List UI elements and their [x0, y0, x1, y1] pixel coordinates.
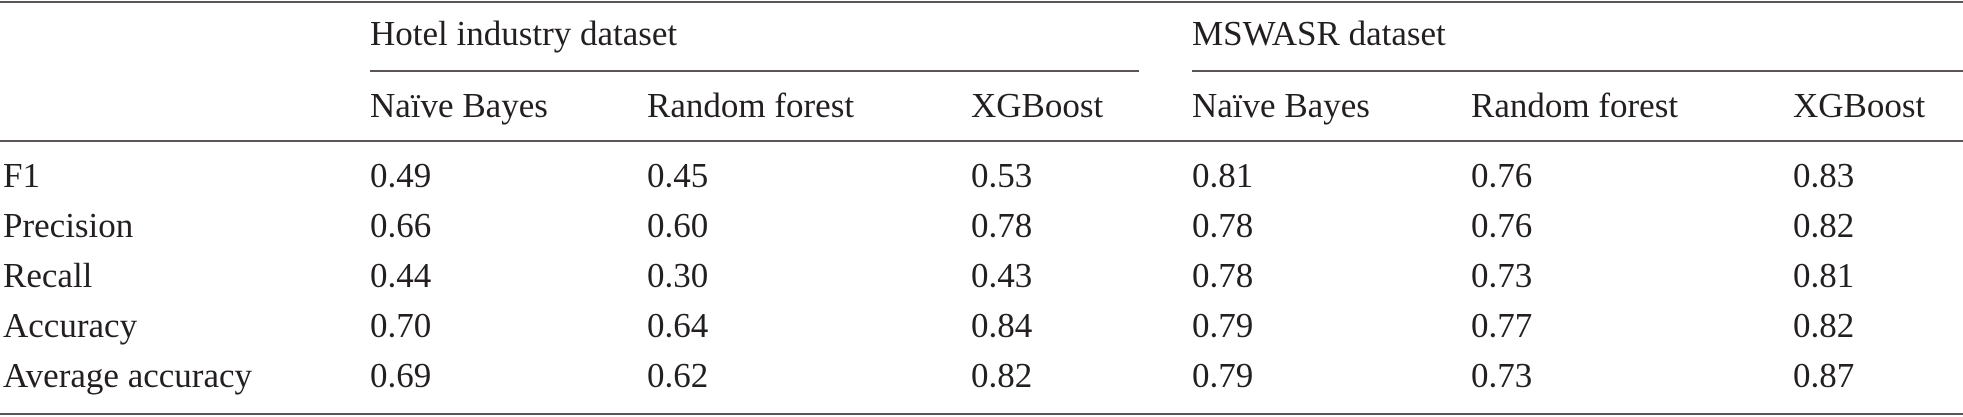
- cell: 0.73: [1471, 256, 1532, 295]
- cell: 0.45: [647, 156, 708, 195]
- cell: 0.49: [370, 156, 431, 195]
- cell: 0.78: [1192, 206, 1253, 245]
- cell: 0.82: [1793, 306, 1854, 345]
- row-label: Accuracy: [3, 306, 138, 345]
- cell: 0.87: [1793, 356, 1854, 395]
- cell: 0.82: [971, 356, 1032, 395]
- column-header: XGBoost: [1793, 86, 1926, 125]
- cell: 0.81: [1192, 156, 1253, 195]
- cell: 0.76: [1471, 156, 1532, 195]
- row-label: Average accuracy: [3, 356, 253, 395]
- cell: 0.43: [971, 256, 1032, 295]
- column-header: Naïve Bayes: [1192, 86, 1370, 125]
- group-header: Hotel industry dataset: [370, 14, 677, 53]
- column-header: Random forest: [1471, 86, 1678, 125]
- cell: 0.62: [647, 356, 708, 395]
- column-header: Random forest: [647, 86, 854, 125]
- cell: 0.78: [971, 206, 1032, 245]
- cell: 0.83: [1793, 156, 1854, 195]
- cell: 0.69: [370, 356, 431, 395]
- row-label: Precision: [3, 206, 133, 245]
- cell: 0.60: [647, 206, 708, 245]
- cell: 0.73: [1471, 356, 1532, 395]
- column-header: Naïve Bayes: [370, 86, 548, 125]
- column-header: XGBoost: [971, 86, 1104, 125]
- cell: 0.81: [1793, 256, 1854, 295]
- cell: 0.70: [370, 306, 431, 345]
- cell: 0.77: [1471, 306, 1532, 345]
- cell: 0.64: [647, 306, 708, 345]
- row-label: Recall: [3, 256, 93, 295]
- cell: 0.66: [370, 206, 431, 245]
- cell: 0.79: [1192, 306, 1253, 345]
- cell: 0.30: [647, 256, 708, 295]
- cell: 0.82: [1793, 206, 1854, 245]
- cell: 0.53: [971, 156, 1032, 195]
- cell: 0.78: [1192, 256, 1253, 295]
- cell: 0.76: [1471, 206, 1532, 245]
- group-header: MSWASR dataset: [1192, 14, 1446, 53]
- row-label: F1: [3, 156, 40, 195]
- cell: 0.44: [370, 256, 431, 295]
- cell: 0.84: [971, 306, 1032, 345]
- cell: 0.79: [1192, 356, 1253, 395]
